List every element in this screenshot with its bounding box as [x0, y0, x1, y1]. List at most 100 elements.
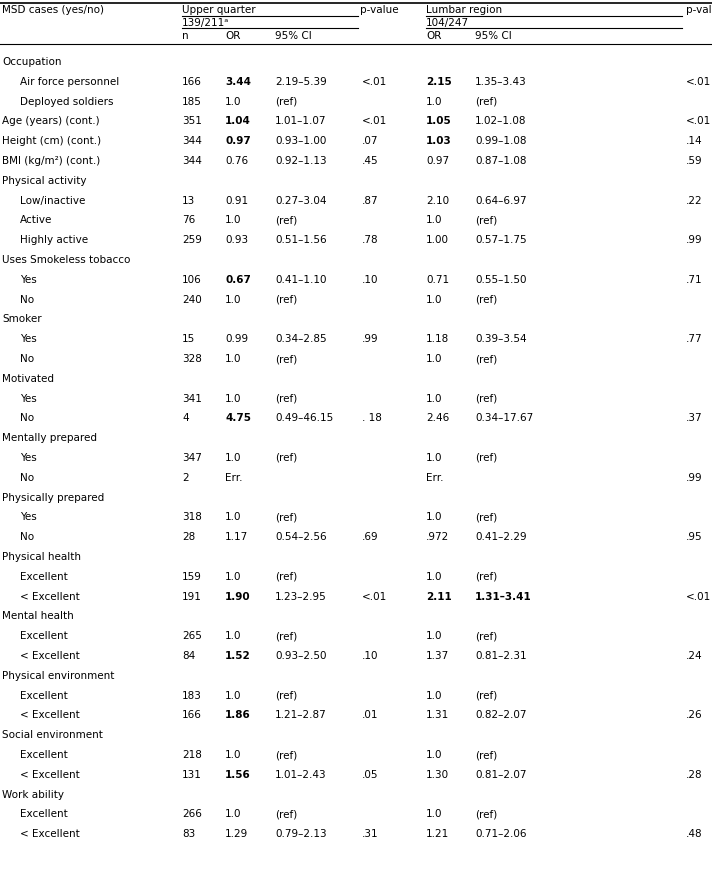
Text: 0.55–1.50: 0.55–1.50 [475, 275, 526, 285]
Text: < Excellent: < Excellent [20, 711, 80, 720]
Text: .37: .37 [686, 414, 703, 423]
Text: 240: 240 [182, 294, 201, 305]
Text: <.01: <.01 [686, 117, 711, 126]
Text: BMI (kg/m²) (cont.): BMI (kg/m²) (cont.) [2, 156, 100, 166]
Text: .99: .99 [362, 334, 379, 344]
Text: 0.41–1.10: 0.41–1.10 [275, 275, 327, 285]
Text: 0.64–6.97: 0.64–6.97 [475, 195, 527, 206]
Text: 0.93–1.00: 0.93–1.00 [275, 136, 326, 146]
Text: 1.01–2.43: 1.01–2.43 [275, 770, 327, 780]
Text: 166: 166 [182, 711, 202, 720]
Text: 3.44: 3.44 [225, 77, 251, 87]
Text: .45: .45 [362, 156, 379, 166]
Text: .14: .14 [686, 136, 703, 146]
Text: (ref): (ref) [475, 690, 497, 701]
Text: .05: .05 [362, 770, 379, 780]
Text: 1.0: 1.0 [426, 294, 442, 305]
Text: 4: 4 [182, 414, 189, 423]
Text: 104/247: 104/247 [426, 18, 469, 28]
Text: 1.0: 1.0 [426, 453, 442, 463]
Text: .26: .26 [686, 711, 703, 720]
Text: 0.54–2.56: 0.54–2.56 [275, 532, 327, 542]
Text: (ref): (ref) [475, 810, 497, 819]
Text: 0.71–2.06: 0.71–2.06 [475, 829, 526, 839]
Text: 0.41–2.29: 0.41–2.29 [475, 532, 527, 542]
Text: 1.0: 1.0 [426, 572, 442, 582]
Text: .71: .71 [686, 275, 703, 285]
Text: 1.01–1.07: 1.01–1.07 [275, 117, 327, 126]
Text: 1.0: 1.0 [426, 750, 442, 760]
Text: 1.0: 1.0 [426, 810, 442, 819]
Text: 351: 351 [182, 117, 202, 126]
Text: 0.92–1.13: 0.92–1.13 [275, 156, 327, 166]
Text: 1.0: 1.0 [225, 750, 241, 760]
Text: Work ability: Work ability [2, 789, 64, 800]
Text: 2.11: 2.11 [426, 591, 451, 602]
Text: 1.03: 1.03 [426, 136, 451, 146]
Text: OR: OR [225, 31, 241, 41]
Text: Err.: Err. [426, 473, 444, 483]
Text: .99: .99 [686, 473, 703, 483]
Text: 95% CI: 95% CI [475, 31, 512, 41]
Text: p-value: p-value [686, 5, 712, 15]
Text: 0.81–2.07: 0.81–2.07 [475, 770, 526, 780]
Text: (ref): (ref) [275, 294, 297, 305]
Text: 191: 191 [182, 591, 202, 602]
Text: 1.86: 1.86 [225, 711, 251, 720]
Text: 341: 341 [182, 393, 202, 404]
Text: (ref): (ref) [475, 354, 497, 364]
Text: 1.31: 1.31 [426, 711, 449, 720]
Text: Highly active: Highly active [20, 235, 88, 245]
Text: (ref): (ref) [475, 750, 497, 760]
Text: No: No [20, 294, 34, 305]
Text: Yes: Yes [20, 275, 37, 285]
Text: 0.27–3.04: 0.27–3.04 [275, 195, 327, 206]
Text: (ref): (ref) [275, 750, 297, 760]
Text: 0.97: 0.97 [426, 156, 449, 166]
Text: Physical health: Physical health [2, 552, 81, 562]
Text: 1.21: 1.21 [426, 829, 449, 839]
Text: .972: .972 [426, 532, 449, 542]
Text: 106: 106 [182, 275, 201, 285]
Text: Smoker: Smoker [2, 315, 41, 324]
Text: 1.37: 1.37 [426, 651, 449, 661]
Text: 347: 347 [182, 453, 202, 463]
Text: 344: 344 [182, 156, 202, 166]
Text: .10: .10 [362, 651, 379, 661]
Text: 1.0: 1.0 [225, 810, 241, 819]
Text: < Excellent: < Excellent [20, 770, 80, 780]
Text: Yes: Yes [20, 453, 37, 463]
Text: 0.79–2.13: 0.79–2.13 [275, 829, 327, 839]
Text: 1.04: 1.04 [225, 117, 251, 126]
Text: Excellent: Excellent [20, 750, 68, 760]
Text: Physically prepared: Physically prepared [2, 492, 104, 503]
Text: (ref): (ref) [475, 393, 497, 404]
Text: .87: .87 [362, 195, 379, 206]
Text: 76: 76 [182, 216, 195, 225]
Text: . 18: . 18 [362, 414, 382, 423]
Text: Yes: Yes [20, 513, 37, 522]
Text: 1.0: 1.0 [426, 513, 442, 522]
Text: (ref): (ref) [275, 354, 297, 364]
Text: 0.51–1.56: 0.51–1.56 [275, 235, 327, 245]
Text: 84: 84 [182, 651, 195, 661]
Text: Excellent: Excellent [20, 572, 68, 582]
Text: OR: OR [426, 31, 441, 41]
Text: No: No [20, 354, 34, 364]
Text: 139/211ᵃ: 139/211ᵃ [182, 18, 229, 28]
Text: 1.0: 1.0 [225, 572, 241, 582]
Text: 1.05: 1.05 [426, 117, 451, 126]
Text: <.01: <.01 [362, 591, 387, 602]
Text: 0.97: 0.97 [225, 136, 251, 146]
Text: Social environment: Social environment [2, 730, 103, 740]
Text: 0.87–1.08: 0.87–1.08 [475, 156, 526, 166]
Text: 1.0: 1.0 [426, 354, 442, 364]
Text: .22: .22 [686, 195, 703, 206]
Text: 1.0: 1.0 [225, 513, 241, 522]
Text: (ref): (ref) [475, 216, 497, 225]
Text: 1.18: 1.18 [426, 334, 449, 344]
Text: < Excellent: < Excellent [20, 651, 80, 661]
Text: (ref): (ref) [475, 96, 497, 107]
Text: 4.75: 4.75 [225, 414, 251, 423]
Text: (ref): (ref) [475, 572, 497, 582]
